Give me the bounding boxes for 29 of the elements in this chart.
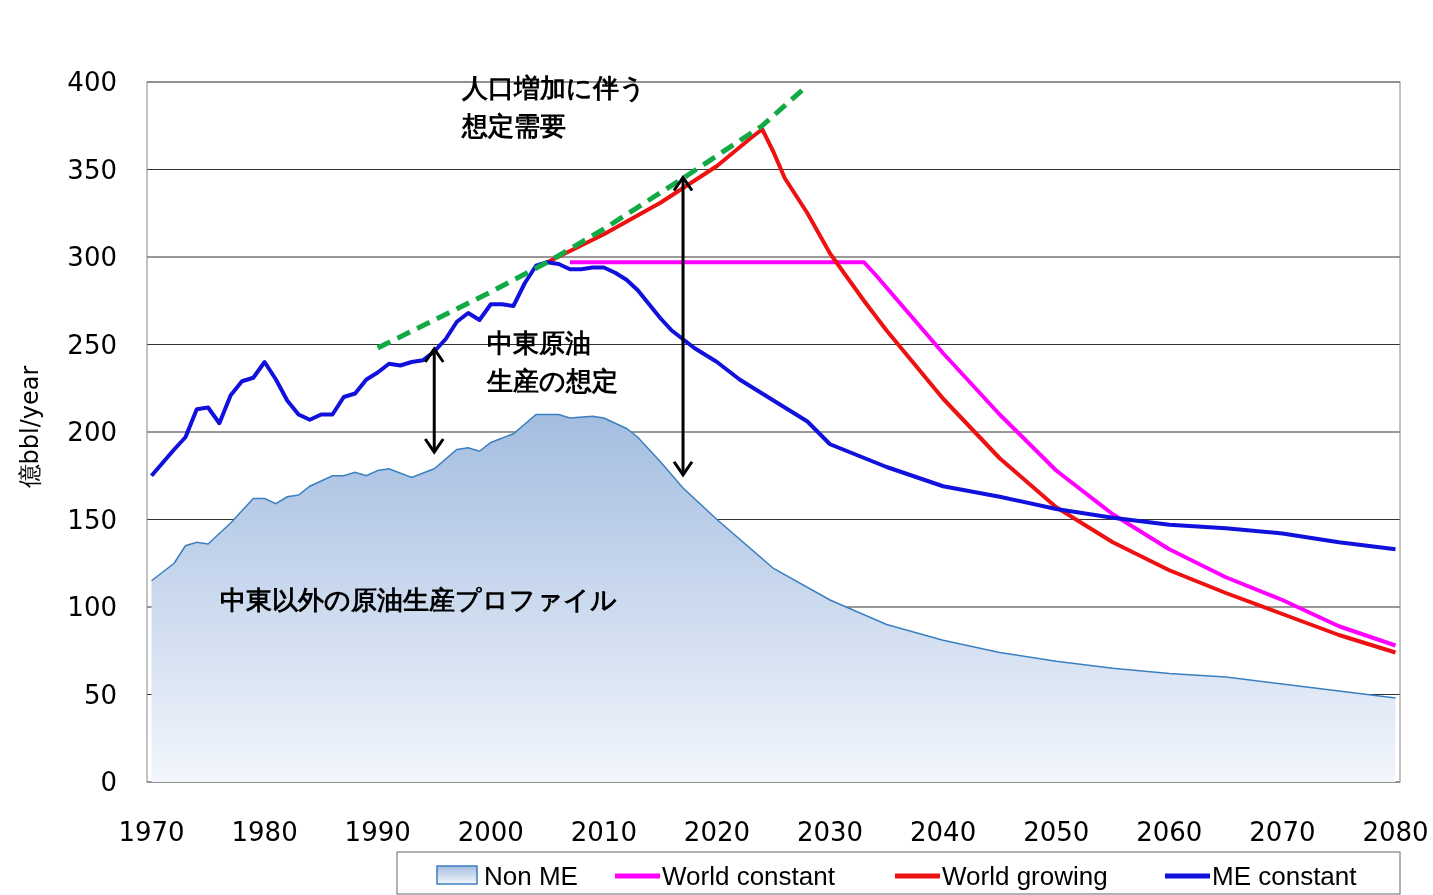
y-tick-label: 200: [67, 417, 117, 447]
y-tick-label: 400: [67, 67, 117, 97]
line-series: [149, 260, 1398, 552]
x-tick-label: 2030: [796, 817, 864, 847]
y-tick-label: 150: [67, 504, 117, 535]
legend-label: World growing: [942, 861, 1108, 891]
y-axis-title: 億bbl/year: [16, 365, 44, 489]
annotation: 中東以外の原油生産プロファイル: [220, 585, 617, 615]
y-tick-label: 300: [67, 242, 117, 272]
y-tick-label: 250: [67, 329, 117, 360]
x-tick-label: 1970: [118, 817, 185, 847]
x-tick-label: 2010: [570, 817, 637, 847]
y-tick-label: 50: [83, 679, 117, 710]
x-tick-label: 2060: [1136, 817, 1203, 847]
x-tick-label: 2040: [910, 817, 977, 847]
x-tick-label: 2020: [683, 817, 751, 847]
legend-label: ME constant: [1212, 861, 1358, 891]
x-tick-label: 2000: [457, 817, 524, 847]
y-tick-label: 100: [67, 592, 117, 622]
x-tick-label: 1980: [231, 817, 298, 847]
legend-label: World constant: [662, 861, 836, 891]
y-tick-label: 350: [67, 154, 117, 185]
legend-label: Non ME: [484, 861, 578, 891]
x-tick-label: 1990: [344, 817, 411, 847]
annotation: 人口増加に伴う想定需要: [461, 73, 646, 141]
x-tick-label: 2070: [1249, 817, 1316, 847]
x-tick-label: 2080: [1362, 817, 1429, 847]
x-tick-label: 2050: [1023, 817, 1090, 847]
y-tick-label: 0: [100, 767, 117, 797]
